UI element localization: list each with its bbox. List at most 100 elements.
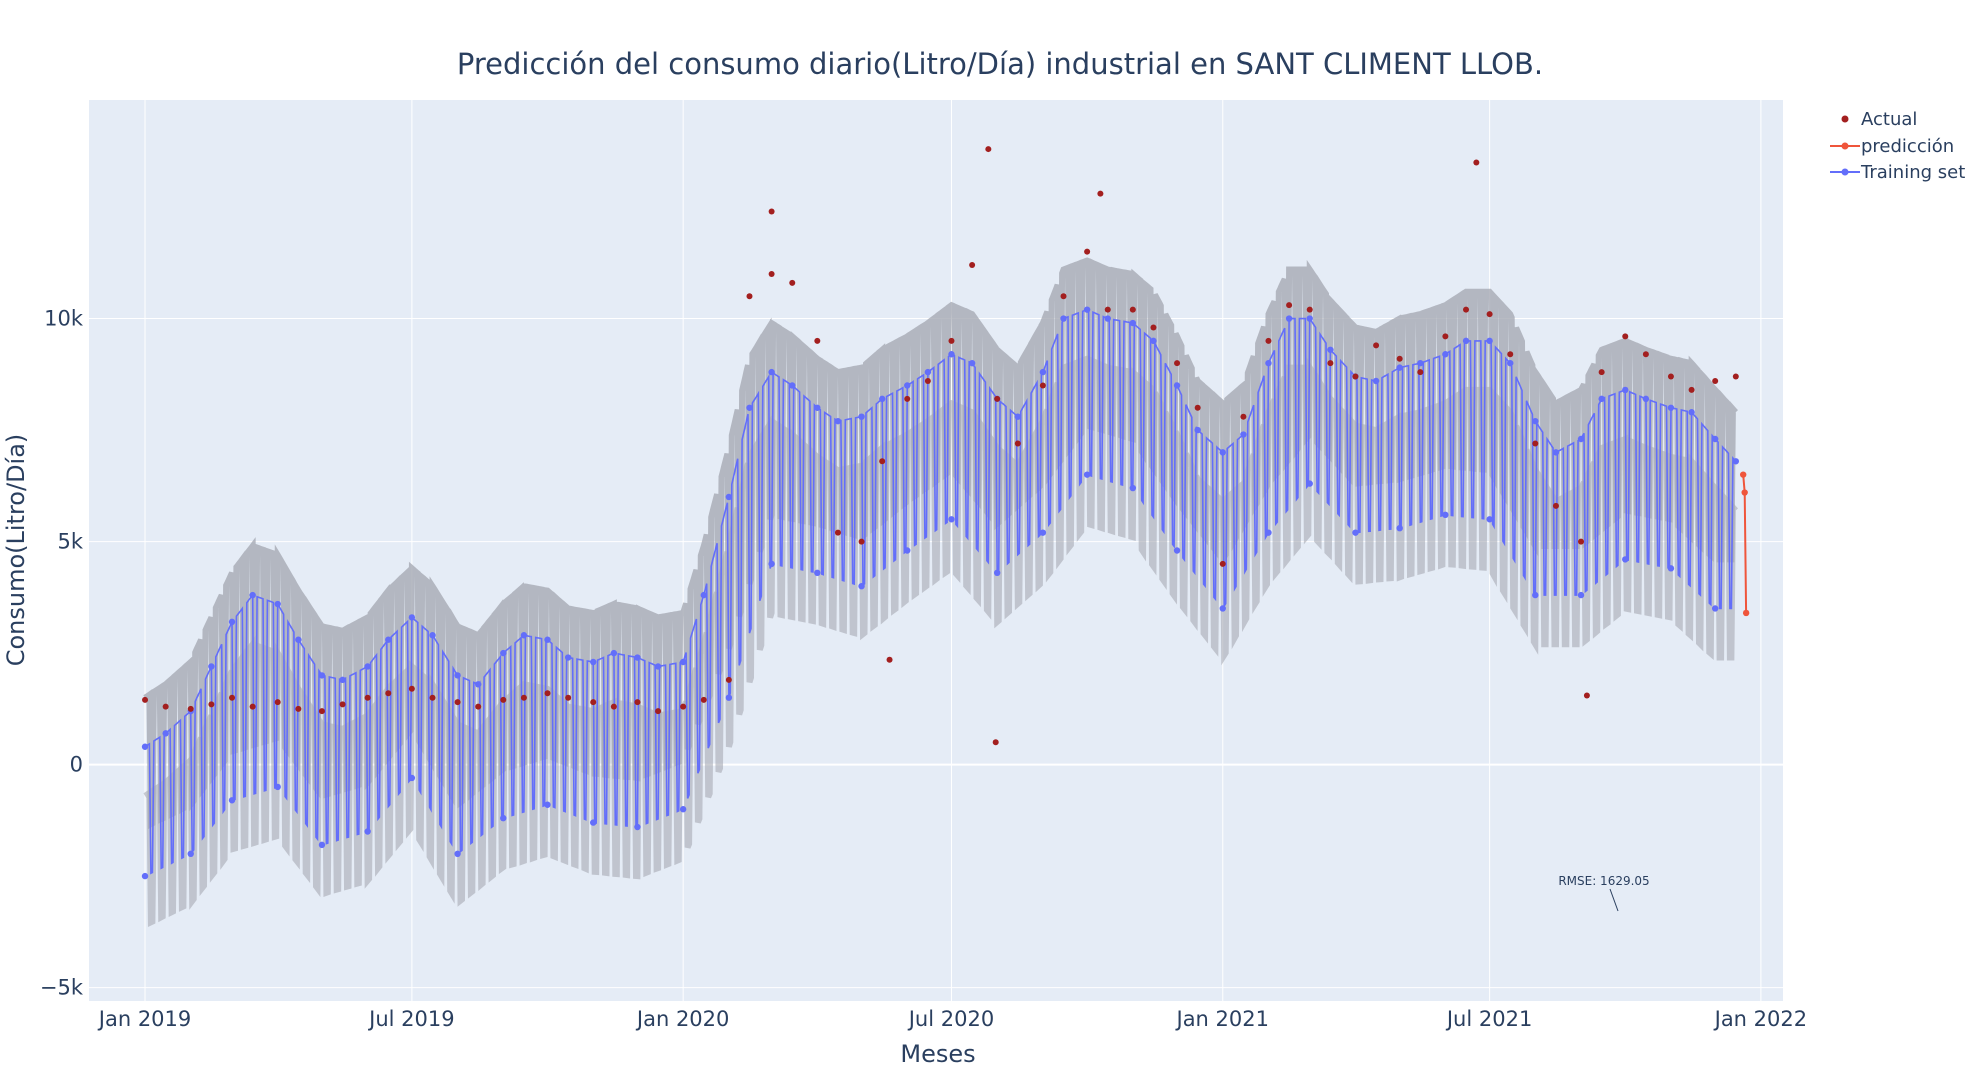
actual-point bbox=[1598, 369, 1605, 376]
actual-point bbox=[969, 262, 976, 269]
legend-marker-actual[interactable] bbox=[1841, 115, 1849, 123]
annotation-layer: RMSE: 1629.05 bbox=[1558, 874, 1650, 912]
training-set-point bbox=[746, 404, 753, 411]
training-set-point bbox=[1442, 351, 1449, 358]
actual-point bbox=[700, 696, 707, 703]
training-set-point bbox=[1265, 359, 1272, 367]
training-set-point bbox=[1306, 315, 1313, 322]
actual-point bbox=[1507, 351, 1514, 358]
training-set-low-point bbox=[1532, 591, 1539, 599]
actual-point bbox=[1667, 373, 1674, 380]
actual-point bbox=[1194, 404, 1201, 411]
actual-point bbox=[610, 703, 617, 710]
training-set-point bbox=[858, 413, 865, 420]
training-set-point bbox=[610, 649, 618, 657]
actual-point bbox=[1373, 342, 1380, 349]
training-set-low-point bbox=[408, 774, 416, 782]
actual-point bbox=[429, 694, 436, 701]
actual-point bbox=[249, 703, 256, 710]
training-set-point bbox=[429, 632, 436, 639]
actual-point bbox=[1532, 440, 1539, 447]
training-set-point bbox=[1104, 315, 1111, 322]
x-tick-label: Jan 2019 bbox=[97, 1007, 192, 1031]
rmse-annotation-arrow bbox=[1609, 888, 1619, 912]
training-set-point bbox=[1532, 417, 1539, 425]
chart-title: Predicción del consumo diario(Litro/Día)… bbox=[457, 47, 1543, 81]
actual-point bbox=[768, 270, 775, 277]
actual-point bbox=[879, 458, 886, 465]
actual-point bbox=[590, 699, 597, 706]
training-set-point bbox=[1667, 404, 1675, 411]
training-set-point bbox=[654, 663, 662, 670]
training-set-low-point bbox=[993, 569, 1001, 577]
training-set-low-point bbox=[228, 797, 236, 804]
training-set-point bbox=[768, 368, 775, 376]
training-set-low-point bbox=[590, 819, 597, 826]
training-set-point bbox=[228, 618, 236, 626]
training-set-point bbox=[1577, 435, 1585, 443]
actual-point bbox=[1129, 306, 1136, 313]
training-set-point bbox=[1150, 337, 1157, 345]
actual-point bbox=[1642, 351, 1649, 358]
x-tick-label: Jan 2021 bbox=[1175, 1007, 1270, 1031]
training-set-low-point bbox=[274, 783, 281, 791]
actual-point bbox=[274, 699, 281, 706]
training-set-point bbox=[1194, 426, 1201, 434]
actual-point bbox=[789, 279, 796, 286]
legend-label-actual[interactable]: Actual bbox=[1861, 109, 1917, 130]
training-set-point bbox=[1486, 337, 1493, 345]
training-set-point bbox=[1417, 359, 1424, 367]
y-tick-label: 5k bbox=[57, 530, 83, 554]
training-set-low-point bbox=[1083, 471, 1091, 478]
actual-point bbox=[295, 705, 302, 712]
legend-marker-training[interactable] bbox=[1841, 168, 1849, 176]
x-axis-title: Meses bbox=[900, 1040, 975, 1068]
actual-point bbox=[634, 699, 641, 706]
prediccion-point bbox=[1741, 489, 1748, 496]
training-set-point bbox=[1173, 382, 1181, 389]
training-set-point bbox=[318, 672, 326, 679]
actual-point bbox=[1240, 413, 1247, 420]
training-set-point bbox=[700, 591, 707, 599]
training-set-point bbox=[339, 676, 346, 684]
training-set-point bbox=[141, 743, 149, 750]
training-set-point bbox=[1060, 315, 1067, 322]
prediccion-point bbox=[1742, 609, 1750, 617]
y-tick-label: −5k bbox=[40, 976, 84, 1000]
training-set-point bbox=[544, 636, 551, 643]
legend-label-training[interactable]: Training set bbox=[1860, 162, 1965, 183]
actual-point bbox=[1442, 333, 1449, 340]
training-set-point bbox=[1083, 306, 1091, 313]
training-set-point bbox=[1014, 413, 1022, 420]
actual-point bbox=[858, 538, 865, 545]
training-set-point bbox=[249, 591, 256, 599]
training-set-low-point bbox=[454, 850, 461, 858]
actual-point bbox=[992, 739, 999, 746]
actual-point bbox=[1265, 337, 1272, 344]
legend-label-prediccion[interactable]: predicción bbox=[1861, 136, 1954, 157]
rmse-annotation: RMSE: 1629.05 bbox=[1558, 874, 1649, 888]
training-set-low-point bbox=[318, 841, 326, 849]
actual-point bbox=[1352, 373, 1359, 380]
actual-point bbox=[834, 529, 841, 536]
training-set-low-point bbox=[1352, 529, 1359, 536]
actual-point bbox=[500, 696, 507, 703]
training-set-low-point bbox=[1577, 591, 1585, 599]
actual-point bbox=[948, 337, 955, 344]
training-set-point bbox=[1732, 458, 1740, 465]
actual-point bbox=[1150, 324, 1157, 331]
actual-point bbox=[924, 378, 931, 385]
legend-marker-prediccion[interactable] bbox=[1841, 142, 1849, 150]
training-set-low-point bbox=[1442, 511, 1449, 519]
training-set-point bbox=[295, 636, 302, 643]
actual-point bbox=[1396, 355, 1403, 362]
training-set-point bbox=[924, 368, 932, 376]
training-set-point bbox=[1711, 435, 1719, 443]
actual-point bbox=[142, 696, 149, 703]
training-set-point bbox=[274, 600, 281, 608]
training-set-point bbox=[789, 382, 796, 389]
legend: Actual predicción Training set bbox=[1830, 109, 1965, 183]
training-set-low-point bbox=[1622, 556, 1629, 563]
actual-point bbox=[1688, 386, 1695, 393]
